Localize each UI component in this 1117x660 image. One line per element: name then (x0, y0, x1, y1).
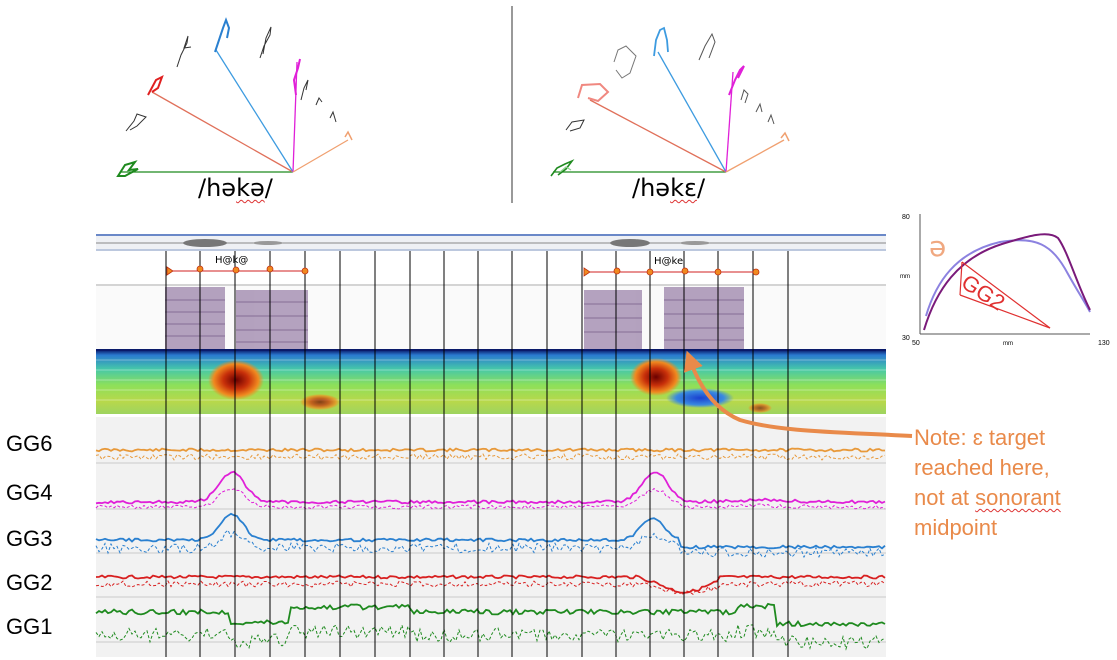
inset-y-top: 80 (902, 214, 910, 221)
transcription-right-schwa: ə (655, 174, 671, 202)
channel-label-gg4: GG4 (6, 480, 53, 505)
inset-x-left: 50 (912, 340, 920, 347)
transcription-left-pre: /h (198, 174, 222, 202)
inset-x-right: 130 (1098, 340, 1110, 347)
transcription-right-pre: /h (632, 174, 656, 202)
inset-plot: 80 30 50 130 mm mm ə GG2 (900, 214, 1110, 347)
inset-y-bottom: 30 (902, 335, 910, 342)
segment-markers: H@k@ H@ke (166, 255, 760, 277)
note-line-3: not at sonorant (914, 483, 1061, 513)
channel-label-gg1: GG1 (6, 614, 53, 639)
trace-gg1-dashed (95, 623, 886, 651)
transcription-left: /həkə/ (198, 174, 273, 202)
fan-plot-right (550, 26, 790, 177)
note-line-4: midpoint (914, 515, 998, 540)
note-line-1: Note: ɛ target (914, 425, 1046, 450)
analysis-panel (96, 233, 886, 657)
inset-y-unit: mm (900, 274, 910, 280)
fan-plot-left (116, 17, 353, 177)
transcription-right-vowel: ɛ (683, 174, 697, 202)
note-line-2: reached here, (914, 455, 1050, 480)
inset-vowel-label: ə (929, 230, 946, 263)
inset-x-unit: mm (1003, 341, 1013, 347)
transcription-right-post: / (696, 174, 706, 202)
note-annotation: Note: ɛ target reached here, not at sono… (914, 423, 1061, 543)
note-line-3-underlined: sonorant (975, 485, 1061, 510)
transcription-left-post: / (264, 174, 273, 202)
transcription-left-schwa: ə (221, 174, 237, 202)
segment-label-2: H@ke (654, 256, 683, 267)
channel-label-gg2: GG2 (6, 570, 53, 595)
transcription-left-vowel: ə (249, 174, 265, 202)
segment-boundaries (165, 251, 789, 657)
transcription-left-k: k (236, 174, 250, 202)
note-arrow (683, 350, 913, 438)
channel-label-gg6: GG6 (6, 431, 53, 456)
transcription-right: /həkɛ/ (632, 174, 705, 202)
transcription-right-k: k (670, 174, 684, 202)
traces-area (96, 417, 886, 657)
label-tier (96, 251, 886, 285)
spectrogram (96, 286, 886, 350)
segment-label-1: H@k@ (215, 255, 248, 266)
channel-label-gg3: GG3 (6, 526, 53, 551)
note-line-3-pre: not at (914, 485, 976, 510)
